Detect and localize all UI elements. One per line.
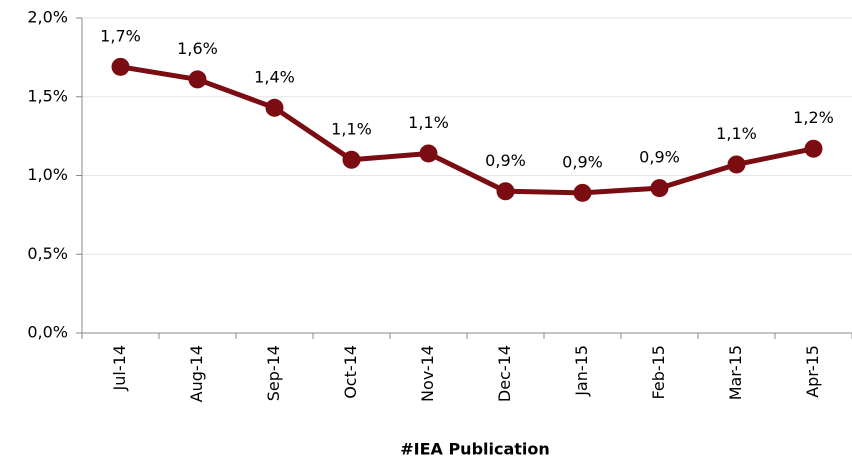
x-axis-label: #IEA Publication — [400, 440, 550, 459]
data-label: 1,1% — [408, 113, 449, 132]
marker — [573, 183, 592, 202]
data-label: 0,9% — [562, 152, 603, 171]
y-tick-label: 0,5% — [27, 244, 68, 263]
y-tick-label: 1,0% — [27, 165, 68, 184]
line — [120, 64, 815, 196]
data-label: 0,9% — [639, 148, 680, 167]
marker — [111, 57, 130, 76]
x-tick-label: Nov-14 — [418, 345, 437, 402]
marker — [265, 98, 284, 117]
y-tick-label: 1,5% — [27, 86, 68, 105]
x-tick-label: Jan-15 — [572, 345, 591, 397]
data-label: 1,1% — [331, 119, 372, 138]
marker — [804, 139, 823, 158]
marker — [496, 182, 515, 201]
x-tick-label: Apr-15 — [803, 345, 822, 398]
data-label: 1,4% — [254, 67, 295, 86]
data-label: 1,2% — [793, 108, 834, 127]
marker — [727, 155, 746, 174]
x-tick-label: Sep-14 — [264, 345, 283, 401]
x-tick-label: Oct-14 — [341, 345, 360, 399]
y-tick-label: 2,0% — [27, 8, 68, 27]
y-tick-label: 0,0% — [27, 323, 68, 342]
x-tick-label: Feb-15 — [649, 345, 668, 399]
marker — [650, 179, 669, 198]
marker — [419, 144, 438, 163]
data-label: 1,7% — [100, 26, 141, 45]
data-label: 1,6% — [177, 39, 218, 58]
x-tick-label: Dec-14 — [495, 345, 514, 402]
x-tick-label: Aug-14 — [187, 345, 206, 402]
data-label: 0,9% — [485, 151, 526, 170]
marker — [342, 150, 361, 169]
data-label: 1,1% — [716, 124, 757, 143]
marker — [188, 70, 207, 89]
x-tick-label: Mar-15 — [726, 345, 745, 400]
x-tick-label: Jul-14 — [110, 345, 129, 391]
